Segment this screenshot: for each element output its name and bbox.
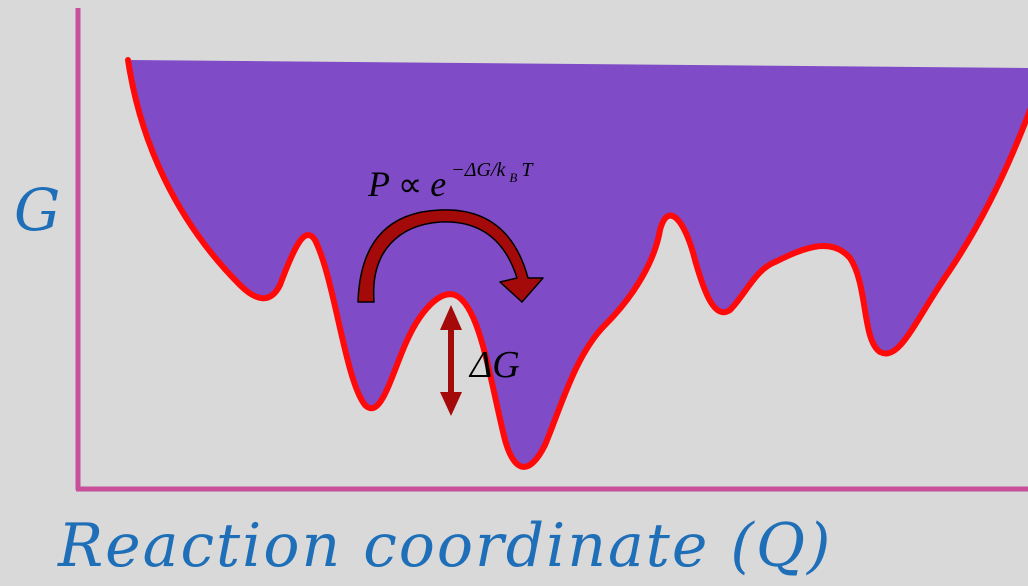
formula-base: e xyxy=(430,164,446,204)
energy-landscape-curve xyxy=(125,57,1028,470)
barrier-double-arrow xyxy=(440,305,462,416)
y-axis-label: G xyxy=(14,176,60,244)
formula-exponent-subscript: B xyxy=(509,170,517,185)
formula-proportional: ∝ xyxy=(398,167,422,204)
rate-formula: P ∝ e −ΔG/k B T xyxy=(367,159,534,204)
x-axis-label: Reaction coordinate (Q) xyxy=(57,511,832,581)
formula-lhs: P xyxy=(367,164,390,204)
formula-exponent-prefix: −ΔG/k xyxy=(451,159,506,181)
energy-landscape-fill xyxy=(128,60,1028,467)
barrier-label: ΔG xyxy=(468,344,520,386)
formula-exponent-suffix: T xyxy=(521,159,534,181)
transition-arrow xyxy=(357,209,544,303)
